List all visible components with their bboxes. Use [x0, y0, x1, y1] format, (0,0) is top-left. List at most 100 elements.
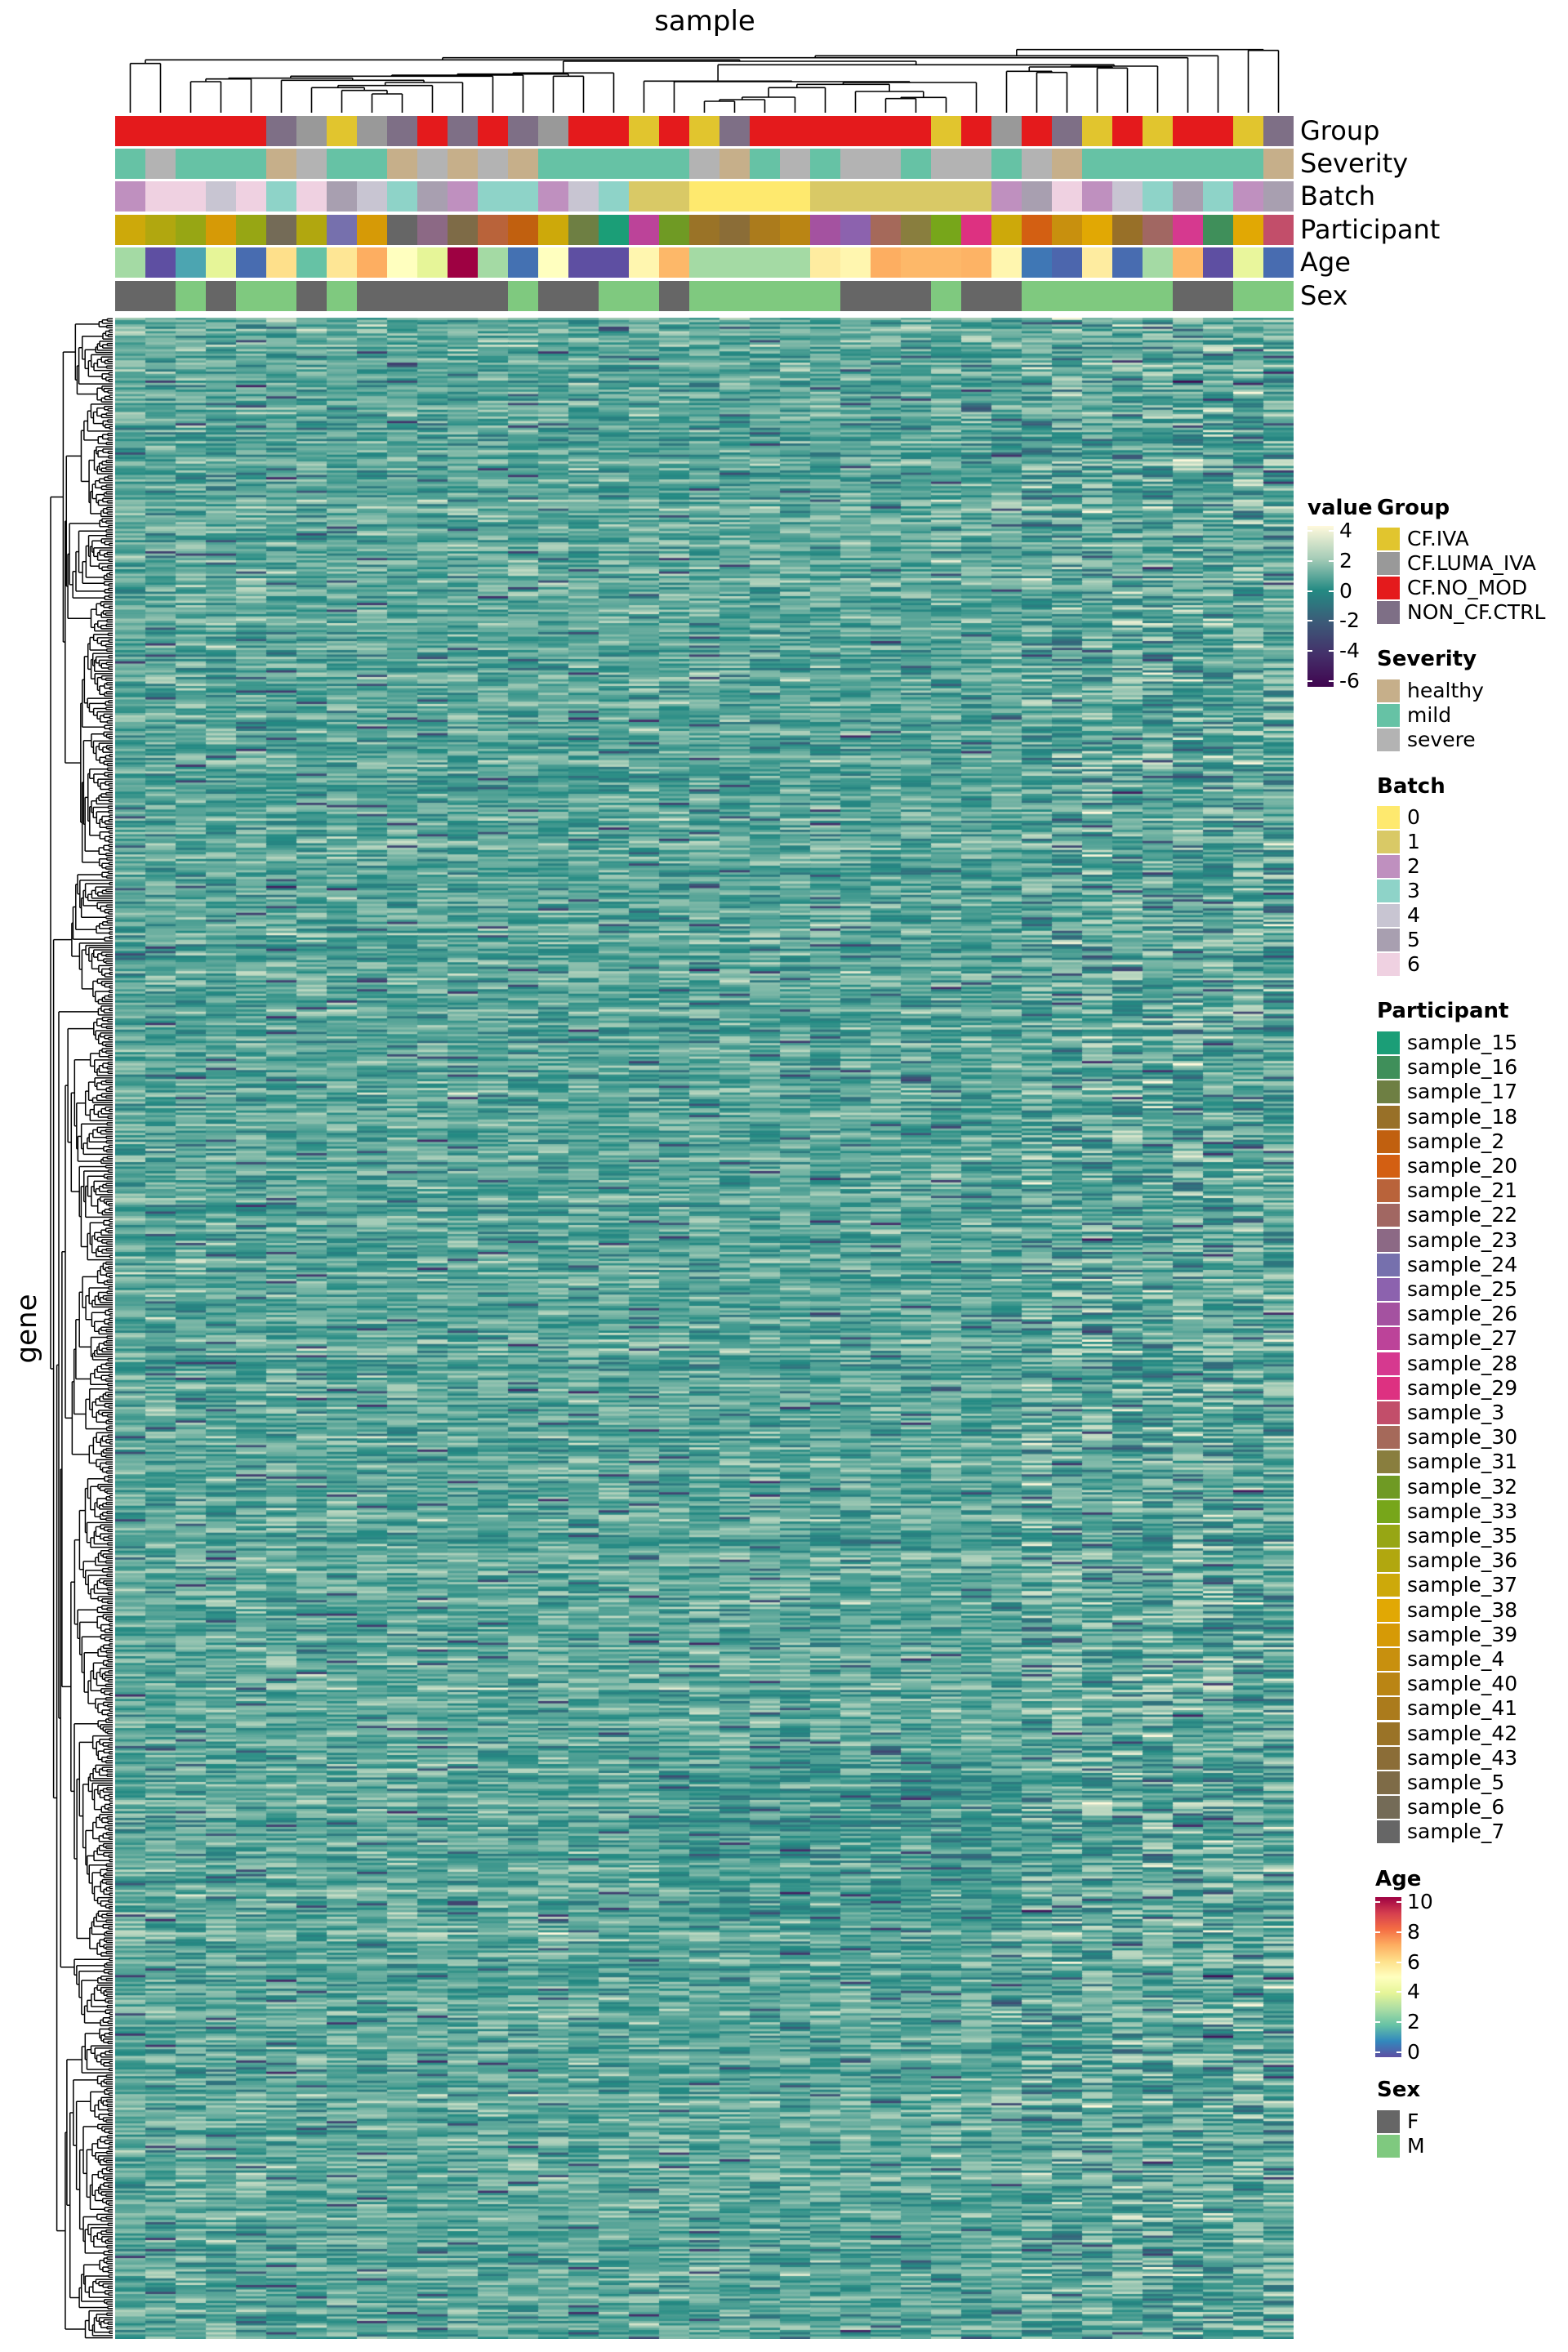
- annotation-cell: [296, 215, 327, 245]
- legend-label: 2: [1407, 854, 1420, 878]
- value-legend-title: value: [1307, 496, 1373, 520]
- colorbar-tick: [1329, 590, 1334, 592]
- annotation-cell: [961, 149, 991, 179]
- colorbar-tick-label: 8: [1407, 1919, 1420, 1944]
- legend-label: healthy: [1407, 679, 1484, 702]
- annotation-cell: [1143, 181, 1173, 212]
- annotation-cell: [1082, 247, 1112, 278]
- colorbar-tick: [1307, 559, 1312, 562]
- colorbar-tick: [1375, 1931, 1380, 1933]
- annotation-cell: [599, 247, 629, 278]
- legend-label: 0: [1407, 805, 1420, 829]
- annotation-cell: [296, 149, 327, 179]
- annotation-cell: [115, 281, 145, 311]
- participant-legend-item: sample_20: [1377, 1154, 1517, 1178]
- severity-legend-item: healthy: [1377, 679, 1484, 703]
- legend-swatch: [1377, 929, 1400, 951]
- legend-swatch: [1377, 1673, 1400, 1696]
- colorbar-tick: [1396, 2021, 1401, 2024]
- severity-legend-item: mild: [1377, 703, 1451, 728]
- annotation-cell: [659, 181, 689, 212]
- group-legend-item: NON_CF.CTRL: [1377, 600, 1545, 625]
- annotation-cell: [991, 181, 1022, 212]
- colorbar-tick-label: 6: [1407, 1949, 1420, 1974]
- annotation-cell: [115, 215, 145, 245]
- annotation-cell: [1082, 116, 1112, 146]
- annotation-cell: [1052, 215, 1082, 245]
- colorbar-tick: [1396, 1901, 1401, 1903]
- annotation-cell: [659, 116, 689, 146]
- participant-legend-item: sample_35: [1377, 1524, 1517, 1548]
- annotation-cell: [629, 281, 659, 311]
- group-legend-title: Group: [1377, 496, 1450, 520]
- legend-swatch: [1377, 1697, 1400, 1721]
- annotation-cell: [810, 149, 840, 179]
- sex-legend-item: M: [1377, 2134, 1425, 2158]
- colorbar-tick-label: 10: [1407, 1890, 1433, 1913]
- annotation-cell: [689, 281, 719, 311]
- annotation-cell: [327, 281, 357, 311]
- legend-swatch: [1377, 880, 1400, 902]
- colorbar-tick-label: 0: [1339, 578, 1352, 603]
- annotation-cell: [115, 181, 145, 212]
- annotation-cell: [417, 215, 448, 245]
- annotation-cell: [901, 149, 931, 179]
- annotation-cell: [1233, 149, 1263, 179]
- participant-legend-item: sample_43: [1377, 1746, 1517, 1771]
- annotation-cell: [1082, 149, 1112, 179]
- participant-legend-title: Participant: [1377, 999, 1509, 1023]
- colorbar-tick: [1396, 1991, 1401, 1993]
- batch-legend-item: 6: [1377, 952, 1420, 977]
- annotation-cell: [810, 247, 840, 278]
- annotation-cell: [780, 215, 810, 245]
- annotation-cell: [236, 281, 266, 311]
- legend-swatch: [1377, 528, 1400, 550]
- annotation-cell: [931, 281, 961, 311]
- colorbar-tick-label: -6: [1339, 669, 1360, 693]
- legend-label: sample_21: [1407, 1178, 1518, 1203]
- batch-legend-item: 1: [1377, 830, 1420, 854]
- annotation-cell: [750, 215, 780, 245]
- annotation-cell: [478, 215, 508, 245]
- annotation-cell: [931, 215, 961, 245]
- annotation-cell: [568, 281, 599, 311]
- participant-legend-item: sample_6: [1377, 1795, 1504, 1820]
- colorbar-tick: [1396, 1931, 1401, 1933]
- annotation-cell: [568, 181, 599, 212]
- annotation-cell: [780, 247, 810, 278]
- annotation-cell: [1052, 181, 1082, 212]
- annotation-cell: [387, 215, 417, 245]
- annotation-cell: [508, 181, 538, 212]
- severity-legend-title: Severity: [1377, 647, 1477, 671]
- annotation-cell: [508, 281, 538, 311]
- annotation-cell: [750, 116, 780, 146]
- group-legend-item: CF.LUMA_IVA: [1377, 551, 1536, 576]
- legend-label: 5: [1407, 928, 1420, 951]
- legend-swatch: [1377, 577, 1400, 599]
- annotation-cell: [357, 181, 387, 212]
- participant-legend-item: sample_4: [1377, 1647, 1504, 1672]
- annotation-cell: [961, 281, 991, 311]
- annotation-cell: [659, 149, 689, 179]
- annotation-cell: [387, 281, 417, 311]
- legend-swatch: [1377, 1204, 1400, 1227]
- annotation-cell: [659, 247, 689, 278]
- colorbar-tick: [1329, 650, 1334, 653]
- legend-label: sample_36: [1407, 1548, 1518, 1573]
- annotation-cell: [327, 215, 357, 245]
- participant-legend-item: sample_40: [1377, 1672, 1517, 1696]
- annotation-cell: [1203, 247, 1233, 278]
- annotation-cell: [750, 281, 780, 311]
- annotation-cell: [871, 116, 901, 146]
- annotation-cell: [538, 181, 568, 212]
- sex-legend-title: Sex: [1377, 2078, 1421, 2102]
- annotation-cell: [871, 281, 901, 311]
- annotation-cell: [901, 215, 931, 245]
- annotation-cell: [871, 181, 901, 212]
- legend-swatch: [1377, 1648, 1400, 1671]
- annotation-cell: [538, 215, 568, 245]
- annotation-cell: [1143, 247, 1173, 278]
- legend-swatch: [1377, 1598, 1400, 1622]
- annotation-cell: [629, 215, 659, 245]
- participant-legend-item: sample_25: [1377, 1277, 1517, 1302]
